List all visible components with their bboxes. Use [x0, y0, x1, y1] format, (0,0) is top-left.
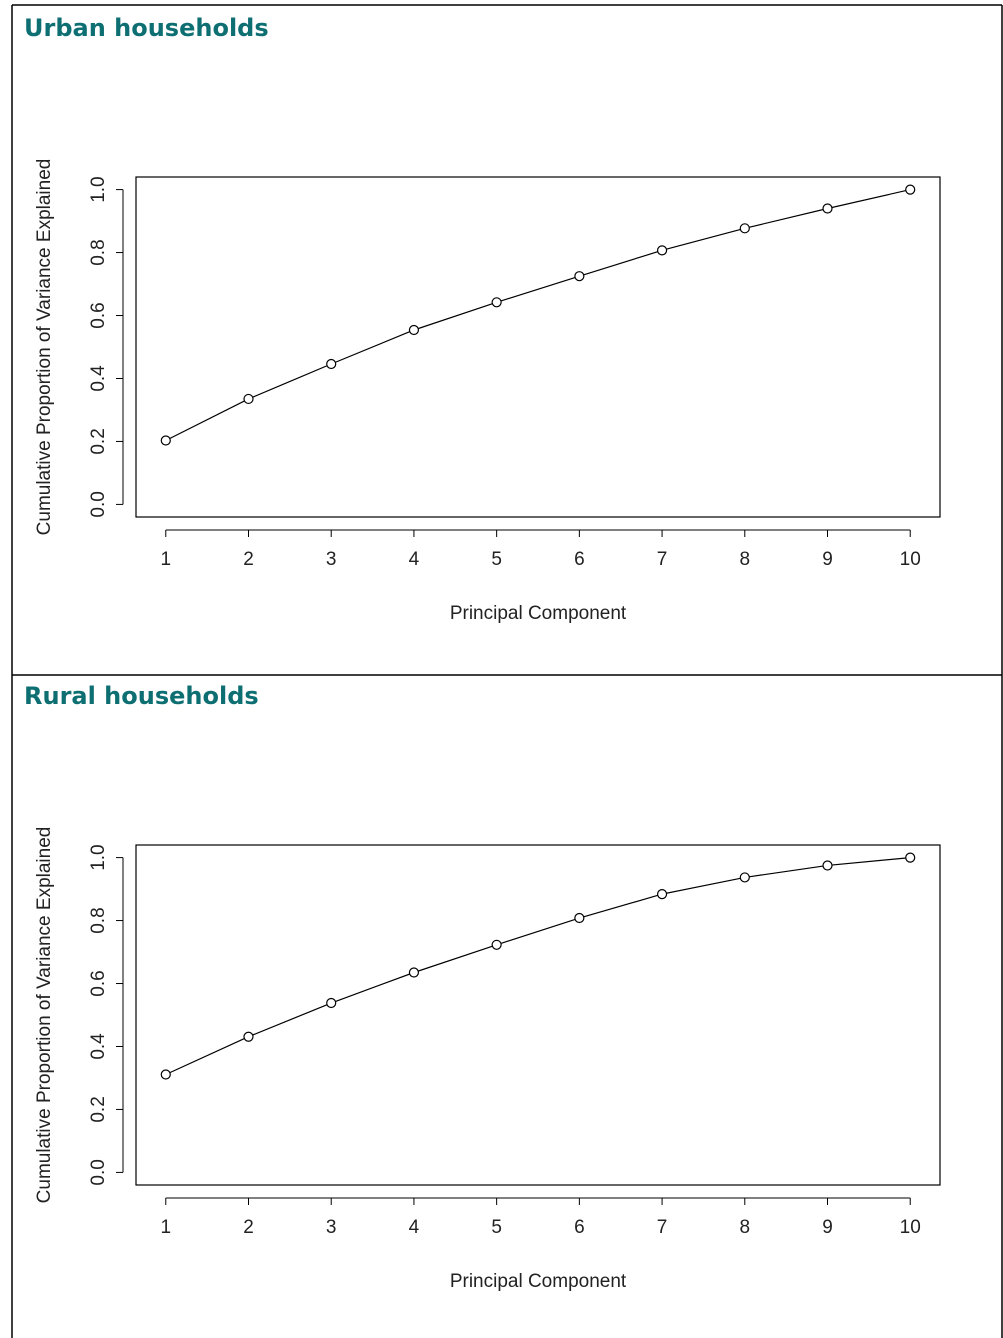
x-tick-label: 1 [160, 1217, 171, 1238]
x-tick-label: 1 [160, 549, 171, 570]
x-tick-label: 3 [326, 549, 337, 570]
plot-box [135, 176, 941, 518]
y-tick-label: 0.6 [88, 970, 109, 996]
x-tick-label: 7 [657, 1217, 668, 1238]
y-tick-label: 0.4 [88, 1033, 109, 1060]
x-tick-label: 2 [243, 1217, 254, 1238]
y-tick-label: 1.0 [88, 176, 109, 202]
y-tick-label: 0.6 [88, 302, 109, 328]
y-tick-label: 0.8 [88, 239, 109, 265]
y-tick-label: 0.2 [88, 428, 109, 454]
data-point [905, 852, 916, 863]
x-tick-label: 8 [740, 549, 751, 570]
data-point [574, 271, 585, 282]
x-tick-label: 4 [409, 549, 420, 570]
plot-box [135, 844, 941, 1186]
x-axis-label: Principal Component [450, 1271, 627, 1292]
data-point [574, 912, 585, 924]
x-axis-label: Principal Component [450, 603, 627, 624]
x-tick-label: 2 [243, 549, 254, 570]
y-tick-label: 0.2 [88, 1096, 109, 1122]
y-tick-label: 1.0 [88, 844, 109, 870]
data-point [243, 1031, 254, 1042]
data-point [491, 939, 502, 950]
x-tick-label: 9 [822, 549, 833, 570]
x-tick-label: 9 [822, 1217, 833, 1238]
y-axis-label: Cumulative Proportion of Variance Explai… [34, 159, 55, 536]
data-point [326, 358, 337, 370]
y-tick-label: 0.0 [88, 1159, 109, 1185]
x-tick-label: 3 [326, 1217, 337, 1238]
data-point [326, 997, 337, 1009]
x-tick-label: 10 [900, 1217, 921, 1238]
chart-title: Rural households [24, 682, 259, 710]
data-point [243, 393, 254, 405]
y-tick-label: 0.8 [88, 907, 109, 933]
data-point [656, 889, 668, 900]
y-axis-label: Cumulative Proportion of Variance Explai… [34, 827, 55, 1204]
data-point [822, 860, 833, 871]
data-point [160, 435, 171, 446]
data-point [160, 1069, 171, 1080]
y-tick-label: 0.0 [88, 491, 109, 517]
chart-title: Urban households [24, 14, 269, 42]
x-tick-label: 5 [491, 549, 502, 570]
data-point [739, 872, 750, 883]
x-tick-label: 5 [491, 1217, 502, 1238]
series-line [165, 856, 911, 1076]
x-tick-label: 8 [740, 1217, 751, 1238]
x-tick-label: 10 [900, 549, 921, 570]
data-point [822, 203, 833, 214]
data-point [739, 223, 750, 234]
series-line [165, 189, 911, 442]
x-tick-label: 4 [409, 1217, 420, 1238]
x-tick-label: 6 [574, 549, 585, 570]
data-point [491, 297, 502, 308]
data-point [656, 245, 668, 256]
data-point [905, 184, 916, 195]
x-tick-label: 6 [574, 1217, 585, 1238]
data-point [408, 324, 420, 336]
y-tick-label: 0.4 [88, 365, 109, 392]
x-tick-label: 7 [657, 549, 668, 570]
data-point [408, 967, 420, 978]
